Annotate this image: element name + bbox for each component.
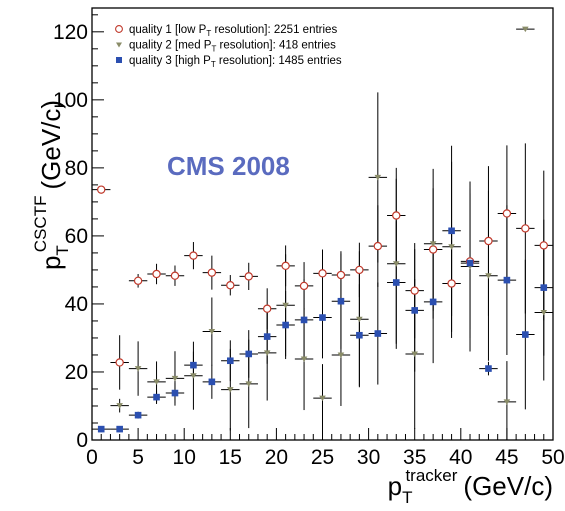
x-tick-label: 30 bbox=[357, 446, 380, 469]
legend-marker-open-circle bbox=[116, 26, 123, 33]
legend: quality 1 [low PT resolution]: 2251 entr… bbox=[116, 24, 342, 69]
y-axis-label-base: p bbox=[36, 256, 66, 270]
data-point-quality-1 bbox=[153, 270, 160, 277]
data-point-quality-1 bbox=[282, 262, 289, 269]
data-point-quality-3 bbox=[540, 284, 547, 291]
data-point-quality-1 bbox=[337, 271, 344, 278]
data-point-quality-3 bbox=[522, 331, 529, 338]
y-tick-label: 0 bbox=[76, 429, 88, 452]
data-point-quality-3 bbox=[116, 426, 123, 433]
data-point-quality-1 bbox=[503, 210, 510, 217]
data-point-quality-1 bbox=[374, 243, 381, 250]
data-point-quality-1 bbox=[448, 280, 455, 287]
data-point-quality-1 bbox=[522, 225, 529, 232]
y-tick-label: 40 bbox=[65, 293, 88, 316]
data-point-quality-3 bbox=[264, 333, 271, 340]
data-point-quality-3 bbox=[135, 412, 142, 419]
x-axis-label: pTtracker (GeV/c) bbox=[388, 466, 553, 507]
data-point-quality-3 bbox=[209, 379, 216, 386]
data-point-quality-1 bbox=[98, 186, 105, 193]
data-point-quality-3 bbox=[411, 307, 418, 314]
data-point-quality-3 bbox=[245, 351, 252, 358]
data-point-quality-1 bbox=[116, 359, 123, 366]
legend-label: quality 1 [low PT resolution]: 2251 entr… bbox=[129, 24, 337, 38]
x-axis-label-sub: T bbox=[402, 488, 412, 507]
data-point-quality-1 bbox=[540, 242, 547, 249]
data-point-quality-1 bbox=[190, 252, 197, 259]
data-point-quality-3 bbox=[467, 260, 474, 267]
y-tick-label: 20 bbox=[65, 361, 88, 384]
data-point-quality-3 bbox=[393, 279, 400, 286]
data-point-quality-1 bbox=[135, 277, 142, 284]
data-point-quality-3 bbox=[504, 277, 511, 284]
data-point-quality-3 bbox=[172, 390, 179, 397]
data-point-quality-3 bbox=[338, 298, 345, 305]
error-bars-layer bbox=[92, 29, 553, 440]
data-point-quality-3 bbox=[227, 357, 234, 364]
data-point-quality-3 bbox=[485, 365, 492, 372]
data-point-quality-3 bbox=[375, 330, 382, 337]
data-point-quality-3 bbox=[98, 426, 105, 433]
legend-label: quality 3 [high PT resolution]: 1485 ent… bbox=[129, 55, 342, 69]
legend-marker-triangle bbox=[116, 43, 122, 48]
data-point-quality-1 bbox=[245, 273, 252, 280]
data-point-quality-1 bbox=[264, 305, 271, 312]
data-point-quality-3 bbox=[319, 314, 326, 321]
data-point-quality-3 bbox=[448, 228, 455, 235]
y-axis-label-unit: (GeV/c) bbox=[36, 100, 66, 190]
legend-label: quality 2 [med PT resolution]: 418 entri… bbox=[129, 40, 336, 54]
x-tick-label: 10 bbox=[173, 446, 196, 469]
data-point-quality-1 bbox=[393, 212, 400, 219]
x-axis-label-base: p bbox=[388, 471, 402, 501]
x-tick-label: 5 bbox=[132, 446, 144, 469]
y-axis-label-sub: T bbox=[53, 245, 72, 255]
data-point-quality-1 bbox=[319, 270, 326, 277]
data-point-quality-1 bbox=[485, 237, 492, 244]
x-tick-label: 45 bbox=[495, 446, 518, 469]
y-tick-label: 60 bbox=[65, 225, 88, 248]
data-point-quality-1 bbox=[300, 282, 307, 289]
x-tick-label: 50 bbox=[541, 446, 564, 469]
legend-item: quality 2 [med PT resolution]: 418 entri… bbox=[116, 40, 336, 54]
data-point-quality-3 bbox=[356, 332, 363, 339]
data-point-quality-3 bbox=[190, 362, 197, 369]
x-tick-label: 25 bbox=[311, 446, 334, 469]
x-tick-label: 15 bbox=[219, 446, 242, 469]
data-point-quality-3 bbox=[430, 299, 437, 306]
legend-item: quality 3 [high PT resolution]: 1485 ent… bbox=[116, 55, 342, 69]
data-point-quality-1 bbox=[356, 266, 363, 273]
data-point-quality-1 bbox=[430, 246, 437, 253]
x-axis-label-sup: tracker bbox=[405, 466, 457, 485]
legend-item: quality 1 [low PT resolution]: 2251 entr… bbox=[116, 24, 338, 38]
legend-marker-square bbox=[116, 57, 122, 63]
data-point-quality-3 bbox=[282, 322, 289, 329]
y-axis-label-sup: CSCTF bbox=[31, 196, 50, 253]
x-tick-label: 20 bbox=[265, 446, 288, 469]
x-axis-label-unit: (GeV/c) bbox=[463, 471, 553, 501]
chart-annotation: CMS 2008 bbox=[167, 151, 290, 181]
y-tick-label: 80 bbox=[65, 157, 88, 180]
data-point-quality-1 bbox=[227, 282, 234, 289]
y-tick-label: 120 bbox=[53, 21, 88, 44]
data-point-quality-3 bbox=[301, 317, 308, 324]
data-point-quality-1 bbox=[208, 269, 215, 276]
data-point-quality-1 bbox=[171, 272, 178, 279]
data-point-quality-3 bbox=[153, 394, 160, 401]
data-point-quality-1 bbox=[411, 287, 418, 294]
